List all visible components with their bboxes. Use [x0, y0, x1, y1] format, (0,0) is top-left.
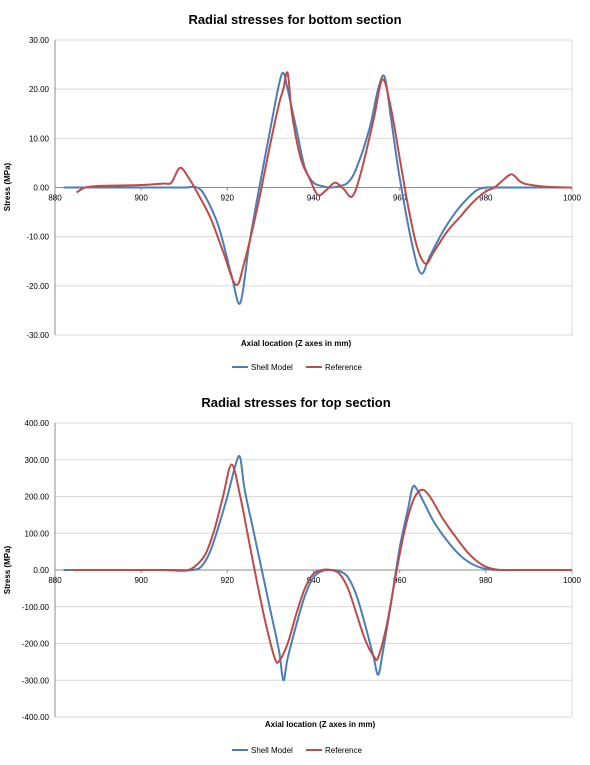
y-tick-label: 30.00	[29, 36, 50, 45]
y-tick-label: 20.00	[29, 85, 50, 94]
x-tick-label: 960	[393, 576, 407, 585]
x-axis-label: Axial location (Z axes in mm)	[241, 339, 352, 348]
legend-label-reference: Reference	[325, 363, 362, 372]
x-tick-label: 940	[307, 194, 321, 203]
y-tick-label: 400.00	[25, 419, 50, 428]
y-tick-label: -400.00	[22, 713, 50, 722]
y-tick-label: -200.00	[22, 640, 50, 649]
series-line-shell-model	[63, 455, 572, 682]
x-tick-label: 980	[479, 194, 493, 203]
chart-title: Radial stresses for bottom section	[188, 12, 401, 27]
legend-label-shell-model: Shell Model	[251, 363, 293, 372]
x-tick-label: 1000	[563, 194, 581, 203]
x-tick-label: 980	[479, 576, 493, 585]
x-tick-label: 940	[307, 576, 321, 585]
x-axis-label: Axial location (Z axes in mm)	[265, 720, 376, 729]
x-tick-label: 880	[48, 194, 62, 203]
y-axis-label: Stress (MPa)	[3, 545, 12, 594]
y-tick-label: 0.00	[33, 566, 49, 575]
legend-label-shell-model: Shell Model	[251, 746, 293, 755]
y-tick-label: 0.00	[33, 184, 49, 193]
y-tick-label: -100.00	[22, 603, 50, 612]
series-line-reference	[72, 463, 572, 664]
y-tick-label: 200.00	[25, 493, 50, 502]
plot-area: 30.00 20.00 10.00 0.00 -10.00 -20.00 -30.00 880…	[26, 36, 581, 340]
y-tick-label: -10.00	[26, 233, 49, 242]
plot-area: 400.00 300.00 200.00 100.00 0.00 -100.00 -200.…	[22, 419, 582, 722]
y-tick-label: 100.00	[25, 529, 50, 538]
legend: Shell Model Reference	[232, 746, 362, 755]
x-tick-label: 920	[221, 194, 235, 203]
x-tick-label: 960	[393, 194, 407, 203]
y-tick-label: -20.00	[26, 282, 49, 291]
x-tick-label: 880	[48, 576, 62, 585]
chart-bottom-section: Radial stresses for bottom section Stres…	[0, 0, 590, 380]
chart-bottom-section-svg: Radial stresses for bottom section Stres…	[3, 12, 581, 372]
chart-top-section-svg: Radial stresses for top section Stress (…	[3, 395, 582, 755]
legend: Shell Model Reference	[232, 363, 362, 372]
y-tick-label: 300.00	[25, 456, 50, 465]
chart-title: Radial stresses for top section	[201, 395, 390, 410]
x-tick-label: 900	[134, 194, 148, 203]
y-tick-label: -300.00	[22, 676, 50, 685]
series-line-shell-model	[63, 71, 572, 305]
x-tick-label: 1000	[563, 576, 581, 585]
y-tick-label: -30.00	[26, 331, 49, 340]
x-tick-label: 920	[221, 576, 235, 585]
y-axis-label: Stress (MPa)	[3, 162, 12, 211]
chart-top-section: Radial stresses for top section Stress (…	[0, 386, 590, 760]
legend-label-reference: Reference	[325, 746, 362, 755]
series-line-reference	[76, 71, 573, 286]
x-tick-label: 900	[134, 576, 148, 585]
y-tick-label: 10.00	[29, 134, 50, 143]
